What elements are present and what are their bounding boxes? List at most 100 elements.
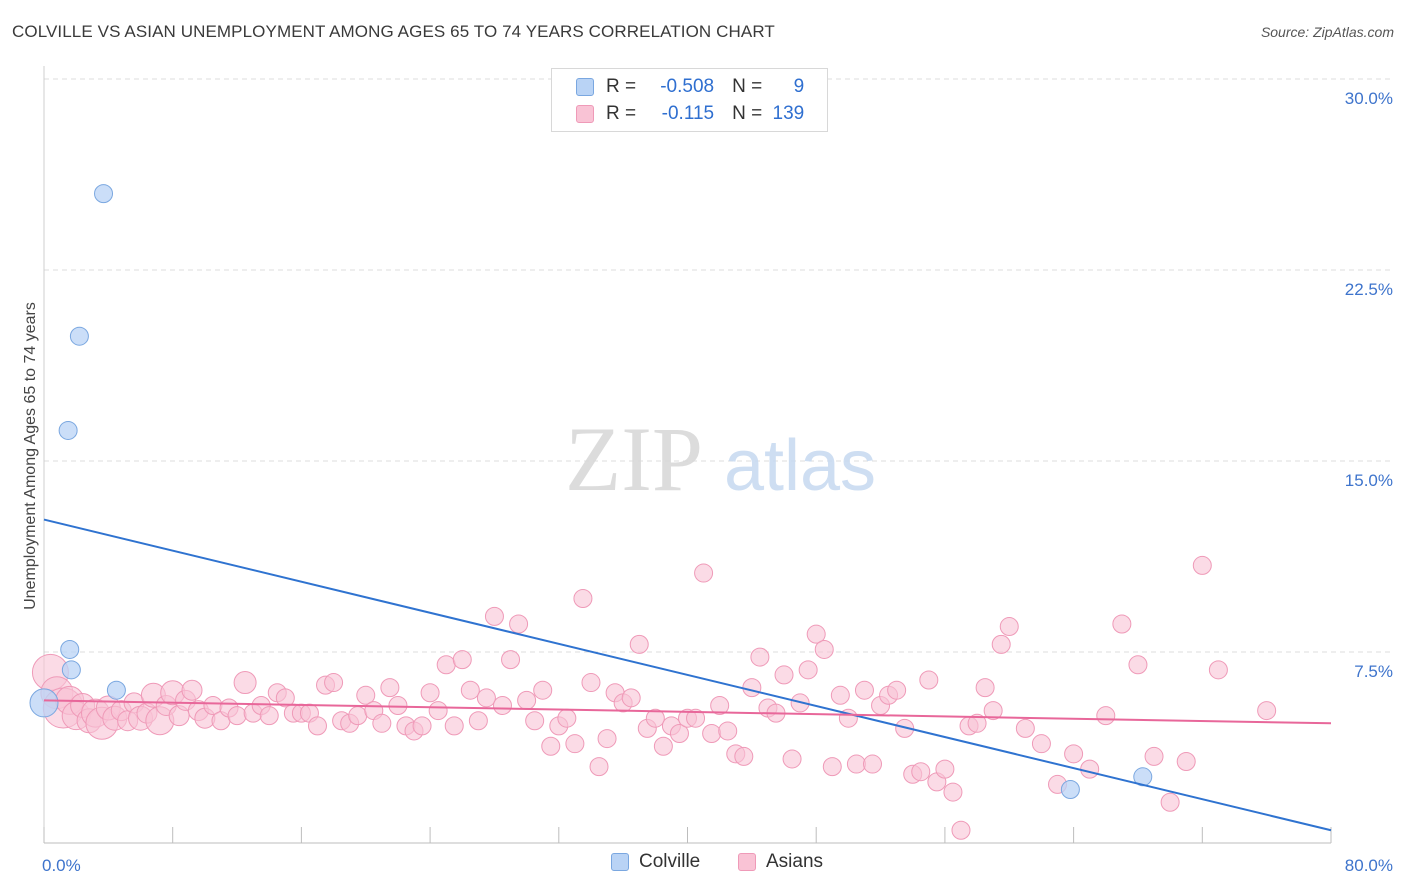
asians-point xyxy=(589,757,609,777)
asians-point xyxy=(581,673,601,693)
colville-r-value: -0.508 xyxy=(660,76,715,97)
colville-point xyxy=(94,184,114,204)
asians-point xyxy=(525,711,545,731)
legend-row-asians: R = -0.115 N = 139 xyxy=(576,101,804,127)
y-tick-label: 15.0% xyxy=(1345,471,1393,490)
watermark: ZIP atlas xyxy=(565,408,876,510)
colville-point xyxy=(1060,780,1080,800)
asians-point xyxy=(460,680,480,700)
asians-point xyxy=(991,634,1011,654)
asians-n-value: 139 xyxy=(772,103,805,124)
colville-n-label: N = xyxy=(732,76,763,97)
watermark-atlas: atlas xyxy=(724,426,876,506)
asians-point xyxy=(259,706,279,726)
asians-point xyxy=(806,624,826,644)
asians-point xyxy=(911,762,931,782)
asians-point xyxy=(565,734,585,754)
asians-point xyxy=(1080,759,1100,779)
asians-point xyxy=(509,614,529,634)
watermark-zip: ZIP xyxy=(565,408,703,510)
colville-n-value: 9 xyxy=(793,76,805,97)
legend-item-asians: Asians xyxy=(738,851,823,873)
asians-point xyxy=(702,723,722,743)
asians-point xyxy=(895,718,915,738)
asians-point xyxy=(774,665,794,685)
asians-point xyxy=(734,746,754,766)
asians-point xyxy=(621,688,641,708)
asians-point xyxy=(597,729,617,749)
asians-point xyxy=(967,713,987,733)
trend-lines xyxy=(43,518,1332,832)
asians-point xyxy=(814,639,834,659)
asians-r-label: R = xyxy=(606,103,637,124)
colville-point xyxy=(29,688,59,718)
legend-item-colville: Colville xyxy=(611,851,700,873)
asians-point xyxy=(645,708,665,728)
asians-series xyxy=(31,555,1277,840)
asians-point xyxy=(669,723,689,743)
colville-legend-label: Colville xyxy=(639,851,701,872)
grid-lines xyxy=(44,78,1391,653)
tick-labels: 7.5% 15.0% 22.5% 30.0% 0.0% 80.0% xyxy=(42,89,1393,875)
asians-point xyxy=(307,716,327,736)
asians-trend-line xyxy=(43,699,1332,725)
asians-point xyxy=(686,708,706,728)
asians-point xyxy=(428,701,448,721)
colville-legend-swatch xyxy=(611,853,629,871)
asians-point xyxy=(653,736,673,756)
asians-point xyxy=(742,678,762,698)
colville-swatch xyxy=(576,78,594,96)
asians-swatch xyxy=(576,105,594,123)
asians-point xyxy=(501,650,521,670)
colville-trend-line xyxy=(43,518,1332,832)
colville-r-label: R = xyxy=(606,76,637,97)
asians-point xyxy=(492,695,512,715)
asians-point xyxy=(975,678,995,698)
asians-point xyxy=(935,759,955,779)
asians-point xyxy=(718,721,738,741)
x-tick-label-max: 80.0% xyxy=(1345,856,1393,875)
asians-point xyxy=(983,701,1003,721)
asians-legend-swatch xyxy=(738,853,756,871)
asians-point xyxy=(919,670,939,690)
asians-point xyxy=(573,589,593,609)
asians-point xyxy=(798,660,818,680)
asians-point xyxy=(227,706,247,726)
asians-n-label: N = xyxy=(732,103,763,124)
asians-point xyxy=(412,716,432,736)
asians-point xyxy=(1208,660,1228,680)
asians-point xyxy=(444,716,464,736)
y-tick-label: 30.0% xyxy=(1345,89,1393,108)
asians-point xyxy=(533,680,553,700)
asians-point xyxy=(476,688,496,708)
asians-point xyxy=(436,655,456,675)
asians-point xyxy=(951,820,971,840)
y-tick-label: 22.5% xyxy=(1345,280,1393,299)
asians-point xyxy=(1096,706,1116,726)
colville-point xyxy=(106,680,126,700)
asians-point xyxy=(517,690,537,710)
asians-point xyxy=(1176,752,1196,772)
asians-point xyxy=(324,673,344,693)
asians-point xyxy=(1257,701,1277,721)
asians-point xyxy=(275,688,295,708)
asians-point xyxy=(694,563,714,583)
asians-point xyxy=(356,685,376,705)
asians-point xyxy=(380,678,400,698)
y-tick-label: 7.5% xyxy=(1354,662,1393,681)
asians-r-value: -0.115 xyxy=(661,103,715,124)
asians-point xyxy=(943,782,963,802)
asians-point xyxy=(484,606,504,626)
asians-point xyxy=(1160,792,1180,812)
asians-point xyxy=(1128,655,1148,675)
asians-point xyxy=(710,695,730,715)
x-tick-label-min: 0.0% xyxy=(42,856,81,875)
series-legend: Colville Asians xyxy=(0,851,1406,877)
stats-legend: R = -0.508 N = 9 R = -0.115 N = 139 xyxy=(551,68,828,132)
asians-point xyxy=(854,680,874,700)
legend-row-colville: R = -0.508 N = 9 xyxy=(576,74,804,100)
asians-point xyxy=(629,634,649,654)
chart-title: COLVILLE VS ASIAN UNEMPLOYMENT AMONG AGE… xyxy=(12,22,775,41)
colville-series xyxy=(29,184,1153,800)
